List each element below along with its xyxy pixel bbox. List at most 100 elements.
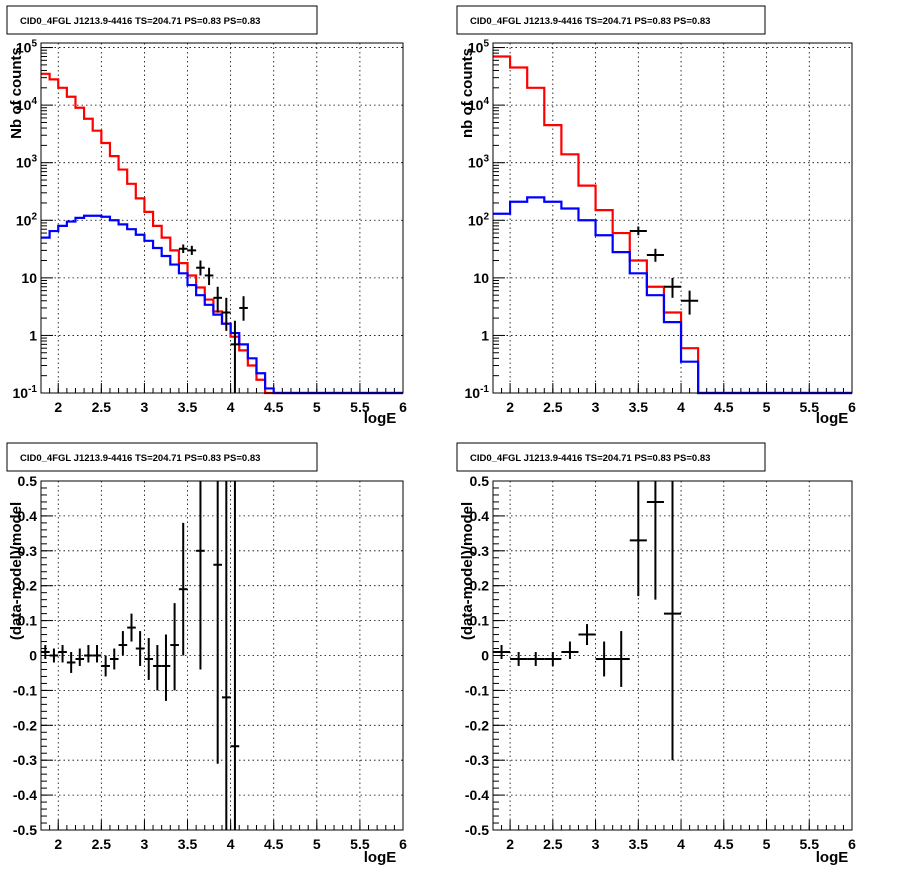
- y-axis-label: nb of counts: [459, 48, 476, 138]
- x-tick-label: 6: [399, 836, 407, 852]
- data-point: [629, 481, 647, 597]
- data-point: [612, 631, 630, 687]
- data-point: [127, 613, 136, 642]
- y-tick-label: 0.4: [470, 508, 490, 524]
- data-point: [239, 296, 248, 321]
- y-tick-label: 0: [481, 648, 489, 664]
- y-tick-label: 0.1: [18, 613, 38, 629]
- x-tick-label: 2.5: [543, 399, 563, 415]
- y-tick-label: 10-1: [465, 384, 490, 401]
- y-axis-label: (data-model)/model: [8, 502, 25, 640]
- data-point: [681, 290, 699, 315]
- data-point: [561, 641, 579, 659]
- data-point: [629, 226, 647, 236]
- panel-top-right-counts: CID0_4FGL J1213.9-4416 TS=204.71 PS=0.83…: [456, 5, 856, 427]
- plot-frame: [40, 480, 404, 831]
- x-tick-label: 4: [227, 399, 235, 415]
- data-point: [66, 652, 76, 673]
- y-tick-label: 104: [16, 96, 38, 113]
- data-point: [663, 277, 682, 298]
- histogram-series-1: [41, 214, 403, 395]
- x-tick-label: 5.5: [800, 399, 820, 415]
- y-tick-label: 0.5: [470, 473, 490, 489]
- data-point: [222, 297, 231, 331]
- x-tick-label: 5: [763, 836, 771, 852]
- x-tick-label: 3: [592, 836, 600, 852]
- x-axis-label: logE: [364, 410, 397, 427]
- x-tick-label: 2: [54, 399, 62, 415]
- y-tick-label: 104: [468, 96, 490, 113]
- x-tick-label: 3.5: [178, 836, 198, 852]
- y-tick-label: 0.3: [470, 543, 490, 559]
- data-point: [41, 645, 50, 659]
- data-point: [170, 603, 179, 691]
- data-point: [135, 631, 145, 666]
- y-axis-label: (data-model)/model: [459, 502, 476, 640]
- x-axis-label: logE: [364, 849, 397, 866]
- data-point: [49, 648, 59, 663]
- data-point: [109, 648, 119, 670]
- panel-top-left-counts: CID0_4FGL J1213.9-4416 TS=204.71 PS=0.83…: [6, 5, 407, 427]
- plot-frame: [40, 42, 404, 394]
- data-point: [101, 655, 110, 677]
- y-axis-label: Nb of counts: [8, 47, 25, 139]
- y-tick-label: 105: [16, 39, 38, 56]
- x-tick-label: 2.5: [543, 836, 563, 852]
- y-tick-label: 0.3: [18, 543, 38, 559]
- chart-title: CID0_4FGL J1213.9-4416 TS=204.71 PS=0.83…: [20, 453, 260, 464]
- data-point: [196, 260, 205, 276]
- title-box: [456, 442, 766, 472]
- data-point: [646, 248, 664, 262]
- data-point: [230, 481, 240, 830]
- chart-title: CID0_4FGL J1213.9-4416 TS=204.71 PS=0.83…: [470, 16, 710, 27]
- panel-bottom-right-residuals: CID0_4FGL J1213.9-4416 TS=204.71 PS=0.83…: [456, 442, 856, 866]
- y-tick-label: 0.1: [470, 613, 490, 629]
- x-tick-label: 5: [763, 399, 771, 415]
- data-point: [118, 631, 128, 656]
- x-tick-label: 3.5: [629, 836, 649, 852]
- plot-frame: [492, 480, 853, 831]
- x-tick-label: 2: [54, 836, 62, 852]
- x-tick-label: 6: [848, 399, 856, 415]
- data-point: [196, 481, 205, 670]
- x-tick-label: 4: [677, 836, 685, 852]
- x-tick-label: 3: [592, 399, 600, 415]
- data-point: [84, 645, 93, 663]
- x-tick-label: 4.5: [714, 836, 734, 852]
- data-point: [213, 286, 222, 313]
- x-tick-label: 2: [506, 836, 514, 852]
- y-tick-label: 103: [468, 154, 490, 171]
- x-tick-label: 4: [677, 399, 685, 415]
- data-point: [527, 652, 545, 666]
- data-point: [544, 652, 562, 666]
- y-tick-label: 102: [16, 211, 38, 228]
- y-tick-label: 1: [481, 327, 489, 343]
- y-tick-label: 0: [29, 648, 37, 664]
- x-tick-label: 3: [141, 399, 149, 415]
- x-tick-label: 3.5: [178, 399, 198, 415]
- x-tick-label: 5.5: [350, 399, 370, 415]
- data-point: [178, 244, 188, 254]
- y-tick-label: 10: [21, 270, 37, 286]
- y-tick-label: 102: [468, 211, 490, 228]
- y-tick-label: 0.2: [18, 578, 38, 594]
- panel-bottom-left-residuals: CID0_4FGL J1213.9-4416 TS=204.71 PS=0.83…: [6, 442, 407, 866]
- y-tick-label: -0.4: [13, 787, 37, 803]
- data-point: [153, 645, 162, 691]
- histogram-series-0: [493, 55, 852, 395]
- y-tick-label: 10-1: [13, 384, 38, 401]
- y-tick-label: -0.4: [465, 787, 489, 803]
- data-point: [213, 481, 222, 764]
- histogram-series-0: [41, 72, 403, 395]
- y-tick-label: -0.3: [13, 752, 37, 768]
- y-tick-label: -0.2: [13, 717, 37, 733]
- x-tick-label: 5: [313, 836, 321, 852]
- y-tick-label: 1: [29, 327, 37, 343]
- x-tick-label: 5.5: [350, 836, 370, 852]
- y-tick-label: 10: [473, 270, 489, 286]
- x-tick-label: 5: [313, 399, 321, 415]
- data-point: [663, 481, 682, 761]
- data-point: [178, 522, 188, 656]
- data-point: [222, 481, 231, 830]
